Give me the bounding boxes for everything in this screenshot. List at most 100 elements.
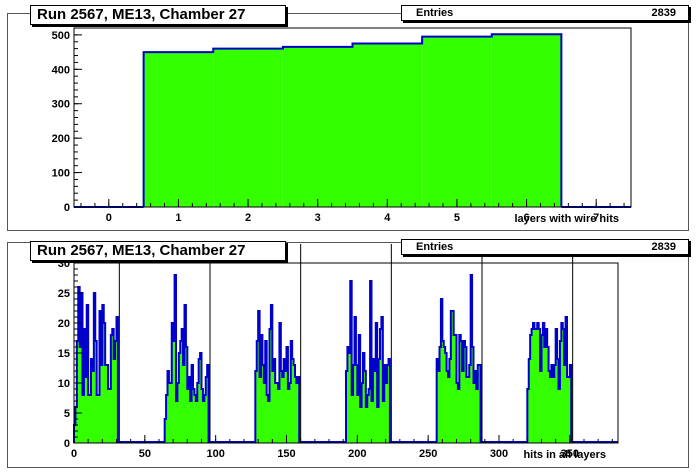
bottom-bar (180, 341, 182, 443)
bottom-bar (533, 323, 535, 443)
bottom-xtick-label: 200 (348, 448, 366, 460)
bottom-bar (296, 383, 299, 443)
bottom-bar (270, 305, 273, 443)
bottom-stats-value: 2839 (651, 241, 676, 253)
bottom-bar (551, 365, 554, 443)
bottom-bar (456, 383, 459, 443)
bottom-bar (177, 383, 180, 443)
bottom-group-outline-4 (345, 280, 391, 443)
bottom-bar (355, 365, 358, 443)
top-ytick-label: 300 (52, 99, 70, 111)
top-xtick-label: 6 (524, 212, 530, 224)
bottom-bar (268, 401, 270, 443)
top-xtick-label: 5 (454, 212, 460, 224)
bottom-group-outline-2 (163, 274, 210, 443)
bottom-bar (170, 383, 173, 443)
bottom-xtick-label: 250 (419, 448, 437, 460)
bottom-pad: 0 5 10 15 20 25 30 0 50 100 150 200 250 300 350 hits in… (0, 236, 696, 472)
top-pad: 0 100 200 300 400 500 0 1 2 3 4 5 6 7 layers with wire… (7, 5, 689, 231)
bottom-bar (452, 311, 454, 443)
bottom-bar (443, 347, 446, 443)
bottom-bar (287, 389, 290, 443)
bottom-ytick-label: 25 (58, 288, 70, 300)
bottom-ytick-label: 30 (58, 258, 70, 270)
bottom-bar (115, 341, 117, 443)
bottom-ytick-label: 10 (58, 378, 70, 390)
bottom-bar (363, 353, 365, 443)
top-histogram-outline (142, 33, 563, 207)
bottom-bar (467, 377, 470, 443)
bottom-bar (561, 323, 564, 443)
bottom-bar (387, 365, 389, 443)
bottom-bar (112, 329, 114, 443)
bottom-bar (555, 329, 558, 443)
bottom-ytick-label: 0 (64, 438, 70, 450)
bottom-bar (537, 323, 539, 443)
bottom-bar (98, 395, 100, 443)
bottom-bar (385, 383, 388, 443)
bottom-bar (361, 383, 364, 443)
bottom-bar (263, 383, 266, 443)
bottom-xtick-label: 50 (139, 448, 151, 460)
bottom-bar (197, 383, 199, 443)
bottom-bar (187, 389, 190, 443)
bottom-bar (564, 365, 566, 443)
bottom-bar (446, 371, 449, 443)
bottom-bar (202, 401, 205, 443)
bottom-bar (205, 377, 208, 443)
bottom-stats-label: Entries (416, 241, 454, 253)
bottom-bar (88, 395, 90, 443)
top-xtick-label: 7 (593, 212, 599, 224)
bottom-bar (367, 395, 369, 443)
bottom-bar (382, 401, 385, 443)
bottom-bar (530, 335, 532, 443)
bottom-bar (550, 377, 552, 443)
bottom-bar (262, 365, 265, 443)
bottom-bar (472, 347, 474, 443)
bottom-bar (261, 335, 263, 443)
bottom-bar (173, 341, 175, 443)
bottom-bar (538, 329, 541, 443)
bottom-bar (535, 329, 538, 443)
bottom-bar (266, 395, 269, 443)
bottom-bar (109, 389, 112, 443)
bottom-bar (103, 323, 106, 443)
bottom-bar (567, 377, 569, 443)
bottom-bar (273, 359, 276, 443)
bottom-bar (289, 383, 292, 443)
top-ytick-label: 400 (52, 64, 70, 76)
top-xtick-label: 1 (175, 212, 181, 224)
bottom-bar (167, 371, 170, 443)
bottom-bar (168, 383, 171, 443)
top-bar-1 (143, 52, 214, 207)
bottom-bar (477, 365, 480, 443)
bottom-bar (457, 389, 460, 443)
bottom-bar (295, 377, 297, 443)
bottom-xtick-label: 0 (71, 448, 77, 460)
top-stats-label: Entries (416, 7, 454, 19)
bottom-bar (347, 347, 350, 443)
bottom-stats-box: Entries 2839 (401, 239, 689, 255)
bottom-bar (106, 365, 109, 443)
bottom-bar (463, 341, 466, 443)
bottom-bar (190, 401, 192, 443)
bottom-bar (465, 347, 467, 443)
bottom-bar (79, 347, 82, 443)
bottom-bar (290, 341, 293, 443)
top-ytick-label: 500 (52, 30, 70, 42)
bottom-bar (78, 287, 80, 443)
bottom-xtick-label: 100 (206, 448, 224, 460)
bottom-bar (368, 389, 371, 443)
bottom-bar (462, 371, 464, 443)
bottom-bar (557, 359, 559, 443)
bottom-bar (201, 389, 204, 443)
bottom-ytick-label: 5 (64, 408, 70, 420)
top-stats-value: 2839 (651, 7, 676, 19)
bottom-bar (82, 395, 85, 443)
bottom-bar (448, 377, 450, 443)
bottom-bar (440, 299, 443, 443)
bottom-bar (256, 341, 259, 443)
top-bar-2 (213, 48, 283, 208)
top-xtick-label: 3 (315, 212, 321, 224)
